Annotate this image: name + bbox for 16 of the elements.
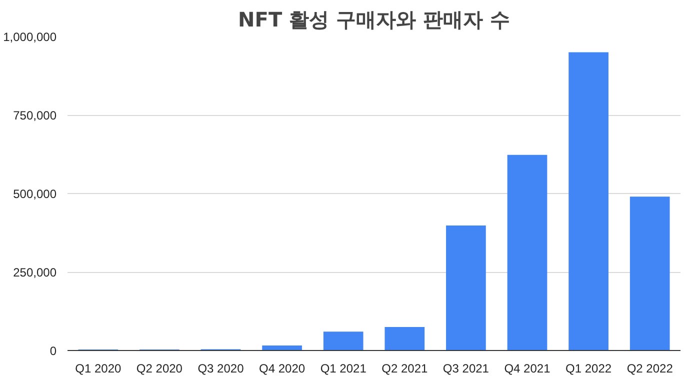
x-tick-label: Q1 2022 xyxy=(566,362,612,376)
x-tick-label: Q4 2020 xyxy=(259,362,306,376)
x-tick-label: Q1 2020 xyxy=(75,362,122,376)
x-tick-label: Q2 2022 xyxy=(626,362,674,376)
x-tick-label: Q2 2020 xyxy=(136,362,183,376)
x-tick-label: Q3 2021 xyxy=(442,362,490,376)
y-tick-label: 0 xyxy=(50,344,57,358)
x-tick-label: Q3 2020 xyxy=(198,362,244,376)
y-tick-label: 1,000,000 xyxy=(3,30,57,44)
y-tick-label: 750,000 xyxy=(13,108,57,122)
chart-title: NFT 활성 구매자와 판매자 수 xyxy=(238,8,510,32)
y-tick-label: 250,000 xyxy=(13,266,57,280)
x-tick-label: Q4 2021 xyxy=(504,362,551,376)
x-tick-label: Q2 2021 xyxy=(382,362,428,376)
x-tick-label: Q1 2021 xyxy=(320,362,367,376)
y-tick-label: 500,000 xyxy=(13,187,57,201)
